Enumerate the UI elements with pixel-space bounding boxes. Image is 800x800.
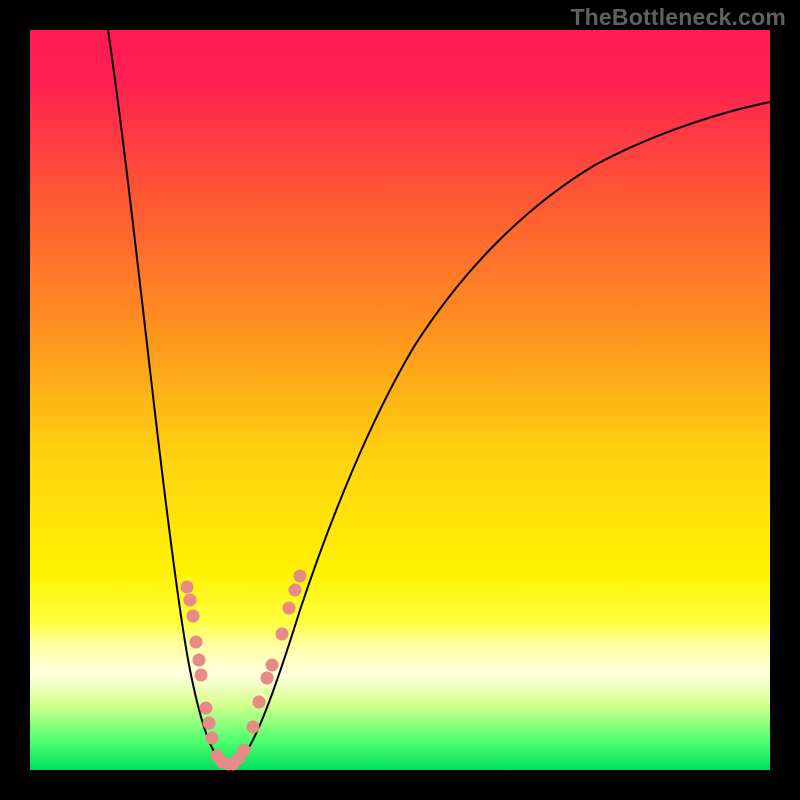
- scatter-point: [261, 672, 274, 685]
- scatter-point: [247, 721, 260, 734]
- scatter-point: [190, 636, 203, 649]
- bottleneck-curve: [108, 30, 770, 765]
- curve-layer: [30, 30, 770, 770]
- scatter-point: [184, 594, 197, 607]
- scatter-group: [181, 570, 307, 771]
- scatter-point: [238, 744, 251, 757]
- scatter-point: [181, 581, 194, 594]
- scatter-point: [193, 654, 206, 667]
- scatter-point: [289, 584, 302, 597]
- scatter-point: [203, 717, 216, 730]
- scatter-point: [195, 669, 208, 682]
- scatter-point: [187, 610, 200, 623]
- chart-frame: TheBottleneck.com: [0, 0, 800, 800]
- plot-area: [30, 30, 770, 770]
- scatter-point: [200, 702, 213, 715]
- scatter-point: [206, 732, 219, 745]
- scatter-point: [266, 659, 279, 672]
- scatter-point: [294, 570, 307, 583]
- scatter-point: [283, 602, 296, 615]
- scatter-point: [276, 628, 289, 641]
- scatter-point: [253, 696, 266, 709]
- watermark-text: TheBottleneck.com: [570, 4, 786, 31]
